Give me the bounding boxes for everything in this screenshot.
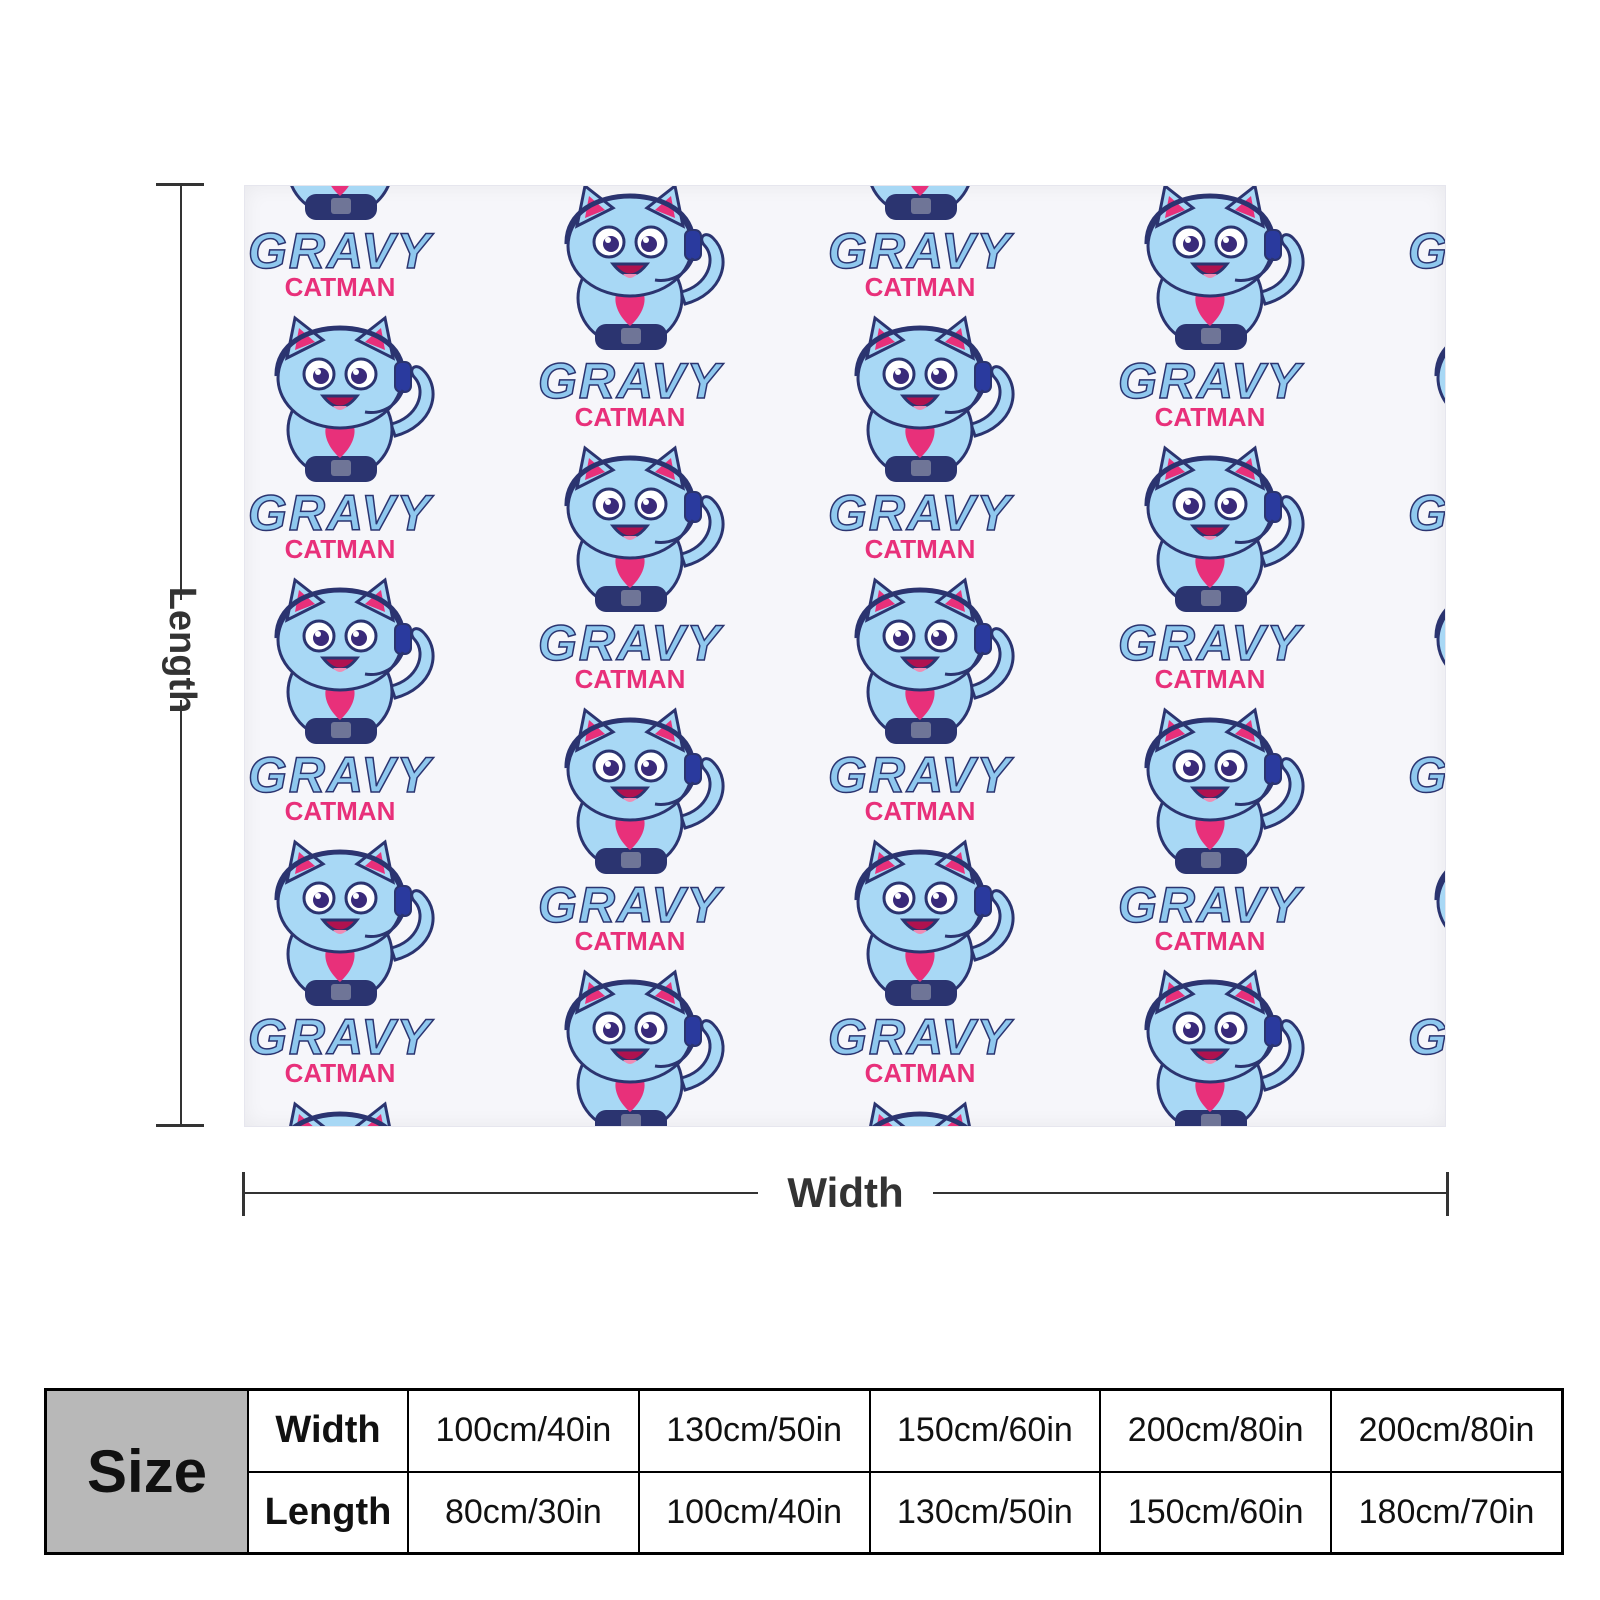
size-header: Size	[44, 1388, 249, 1555]
cat-motif-tile	[828, 186, 1015, 302]
width-cell: 150cm/60in	[868, 1388, 1102, 1473]
length-dimension-cap-top	[156, 183, 204, 186]
cat-motif-tile	[248, 318, 435, 564]
width-cell: 200cm/80in	[1330, 1388, 1564, 1473]
blanket-print: GRAVY CATMAN	[244, 185, 1446, 1127]
width-cell: 100cm/40in	[407, 1388, 640, 1473]
length-label: Length	[160, 586, 204, 714]
width-cell: 200cm/80in	[1099, 1388, 1333, 1473]
width-row-label: Width	[247, 1388, 409, 1473]
cat-motif-tile	[1408, 580, 1445, 826]
cat-motif-tile	[1118, 972, 1305, 1126]
cat-motif-tile	[828, 842, 1015, 1088]
length-cell: 130cm/50in	[868, 1470, 1102, 1555]
cat-motif-tile	[1118, 710, 1305, 956]
width-dimension-cap-right	[1446, 1172, 1449, 1216]
width-dimension-cap-left	[242, 1172, 245, 1216]
cat-motif-tile	[248, 580, 435, 826]
gravy-catman-pattern: GRAVY CATMAN	[245, 186, 1445, 1126]
length-row-label: Length	[247, 1470, 409, 1555]
width-cell: 130cm/50in	[637, 1388, 871, 1473]
cat-motif-tile	[1408, 842, 1445, 1088]
cat-motif-tile	[828, 318, 1015, 564]
cat-motif-tile	[828, 580, 1015, 826]
cat-motif-tile	[248, 842, 435, 1088]
length-cell: 100cm/40in	[637, 1470, 871, 1555]
length-cell: 180cm/70in	[1330, 1470, 1564, 1555]
cat-motif-tile	[538, 448, 725, 694]
size-table: Size Width 100cm/40in 130cm/50in 150cm/6…	[44, 1388, 1564, 1555]
cat-motif-tile	[1408, 186, 1445, 302]
cat-motif-tile	[248, 186, 435, 302]
cat-motif-tile	[538, 972, 725, 1126]
size-row-width: Size Width 100cm/40in 130cm/50in 150cm/6…	[44, 1388, 1564, 1555]
cat-motif-tile	[538, 186, 725, 432]
cat-motif-tile	[1408, 1104, 1445, 1126]
cat-motif-tile	[1118, 448, 1305, 694]
cat-motif-tile	[538, 710, 725, 956]
length-cell: 150cm/60in	[1099, 1470, 1333, 1555]
cat-motif-tile	[248, 1104, 435, 1126]
cat-motif-tile	[1118, 186, 1305, 432]
width-label: Width	[758, 1168, 933, 1218]
size-row-length: Length 80cm/30in 100cm/40in 130cm/50in 1…	[46, 1470, 1564, 1555]
cat-motif-tile	[1408, 318, 1445, 564]
length-cell: 80cm/30in	[407, 1470, 640, 1555]
length-dimension-cap-bottom	[156, 1124, 204, 1127]
cat-motif-tile	[828, 1104, 1015, 1126]
